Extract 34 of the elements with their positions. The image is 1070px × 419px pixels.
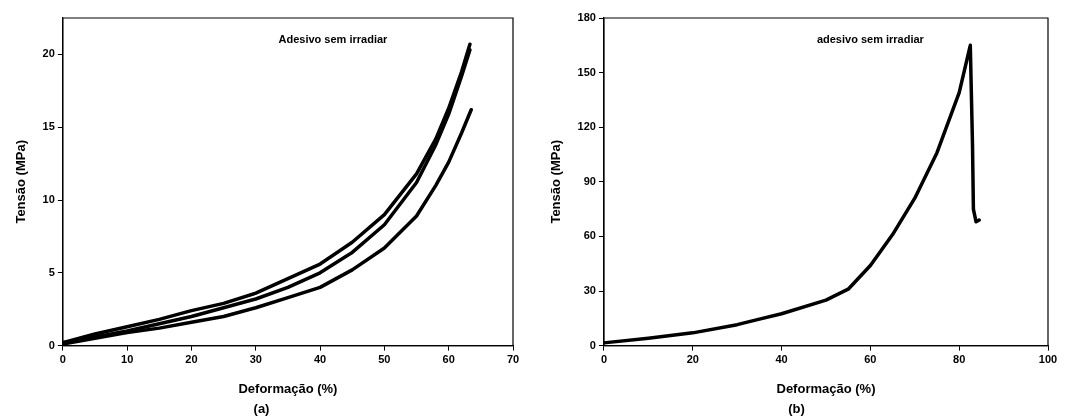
y-axis-title: Tensão (MPa): [13, 140, 29, 224]
x-tick-label: 20: [686, 353, 699, 366]
y-tick-label: 5: [48, 265, 55, 278]
y-tick-label: 0: [48, 338, 55, 351]
y-tick-label: 180: [577, 11, 596, 24]
x-tick-label: 100: [1038, 353, 1058, 366]
x-tick-label: 50: [378, 353, 391, 366]
x-tick-label: 70: [506, 353, 520, 366]
x-tick-label: 0: [59, 353, 66, 366]
y-tick-label: 60: [583, 229, 596, 242]
y-tick-label: 30: [583, 284, 596, 297]
y-tick-label: 120: [577, 120, 596, 133]
annotation: Adesivo sem irradiar: [278, 33, 389, 46]
x-tick-label: 60: [864, 353, 877, 366]
x-axis-title: Deformação (%): [776, 381, 876, 397]
y-tick-label: 150: [577, 65, 596, 78]
text: (a): [253, 400, 270, 416]
x-axis-title: Deformação (%): [238, 381, 338, 397]
x-tick-label: 0: [600, 353, 608, 366]
y-tick-label: 10: [42, 193, 55, 206]
x-tick-label: 10: [121, 353, 134, 366]
x-tick-label: 40: [313, 353, 327, 366]
x-tick-label: 40: [775, 353, 788, 366]
x-tick-label: 30: [249, 353, 262, 366]
y-tick-label: 15: [42, 120, 55, 133]
x-tick-label: 20: [185, 353, 198, 366]
y-axis-title: Tensão (MPa): [548, 140, 564, 224]
y-tick-label: 20: [42, 47, 55, 60]
x-tick-label: 80: [953, 353, 966, 366]
y-tick-label: 0: [589, 338, 596, 351]
annotation: adesivo sem irradiar: [816, 33, 925, 46]
text: (b): [788, 400, 805, 416]
y-tick-label: 90: [583, 174, 596, 187]
x-tick-label: 60: [442, 353, 455, 366]
